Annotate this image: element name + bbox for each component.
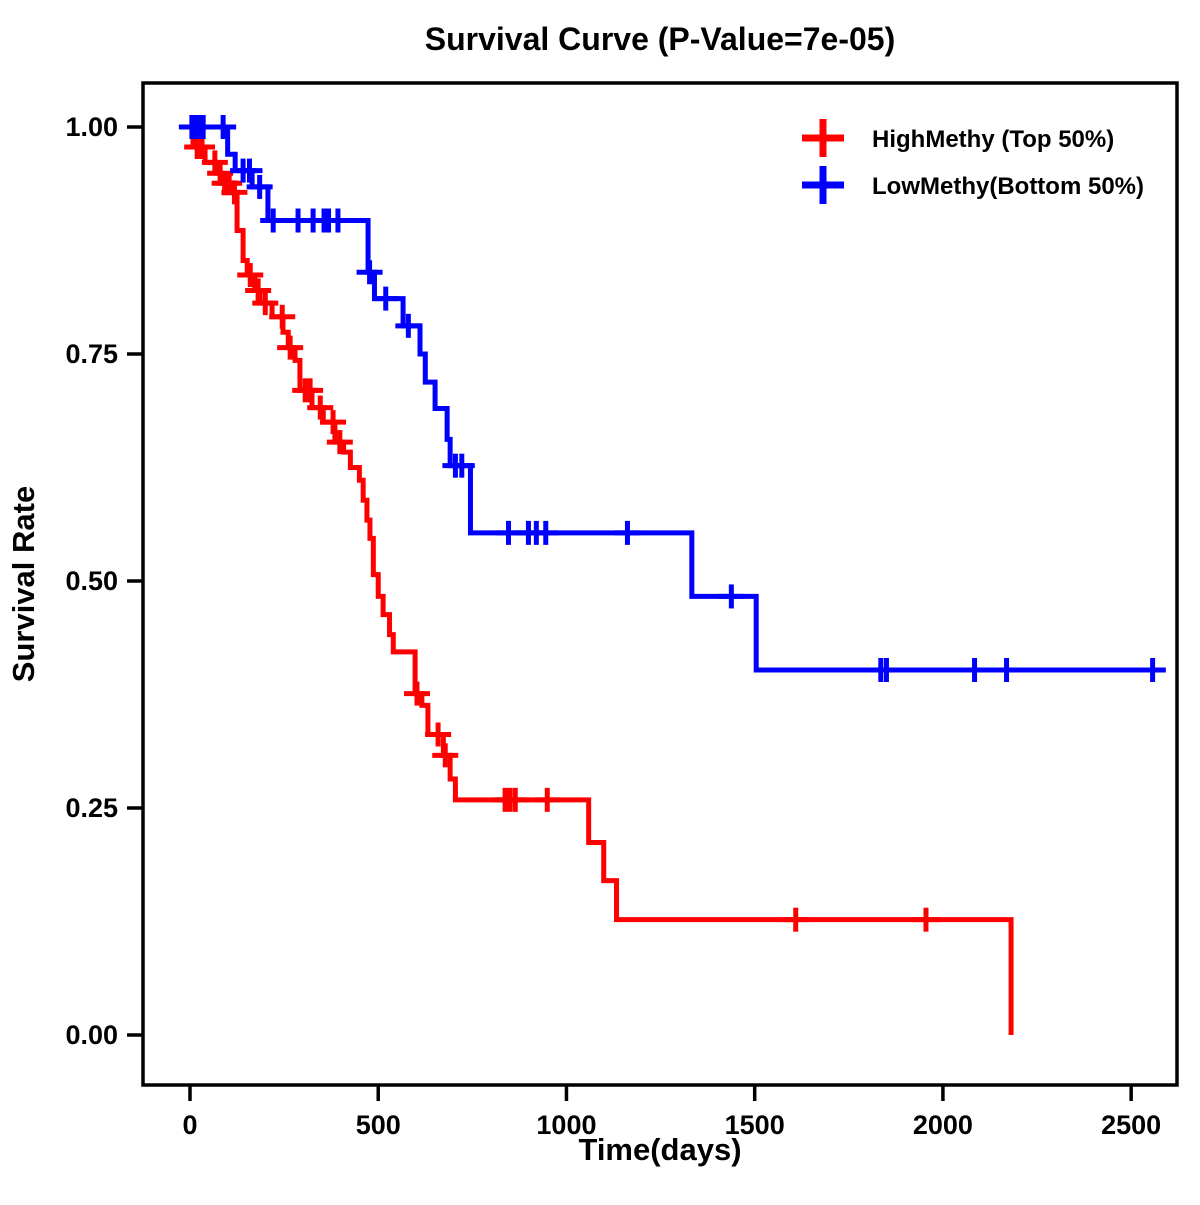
legend-label: LowMethy(Bottom 50%) — [872, 173, 1144, 200]
plot-panel-border — [141, 81, 1179, 1087]
series-highmethy — [184, 124, 1014, 1035]
legend-item: HighMethy (Top 50%) — [802, 119, 1114, 157]
legend-label: HighMethy (Top 50%) — [872, 126, 1114, 153]
x-tick-label: 500 — [356, 1110, 401, 1140]
legend-item: LowMethy(Bottom 50%) — [802, 166, 1144, 204]
y-tick-label: 1.00 — [65, 112, 118, 142]
x-tick-label: 1500 — [725, 1110, 785, 1140]
y-tick-label: 0.25 — [65, 793, 118, 823]
y-axis-label: Survival Rate — [6, 486, 41, 682]
y-tick-label: 0.50 — [65, 566, 118, 596]
survival-curves — [178, 115, 1166, 1035]
chart-title: Survival Curve (P-Value=7e-05) — [425, 21, 895, 57]
chart-legend: HighMethy (Top 50%) LowMethy(Bottom 50%) — [802, 119, 1144, 204]
survival-step-curve — [190, 124, 1014, 1035]
axis-ticks: 0 500 1000 1500 2000 2500 1.00 0.75 0.50 0.25 0.00 — [65, 112, 1161, 1140]
y-tick-label: 0.75 — [65, 339, 118, 369]
x-tick-label: 1000 — [536, 1110, 596, 1140]
x-tick-label: 2500 — [1101, 1110, 1161, 1140]
survival-step-curve — [190, 124, 1166, 673]
x-tick-label: 0 — [182, 1110, 197, 1140]
series-lowmethy — [178, 115, 1166, 682]
x-tick-label: 2000 — [913, 1110, 973, 1140]
y-tick-label: 0.00 — [65, 1020, 118, 1050]
x-axis-label: Time(days) — [578, 1132, 741, 1167]
